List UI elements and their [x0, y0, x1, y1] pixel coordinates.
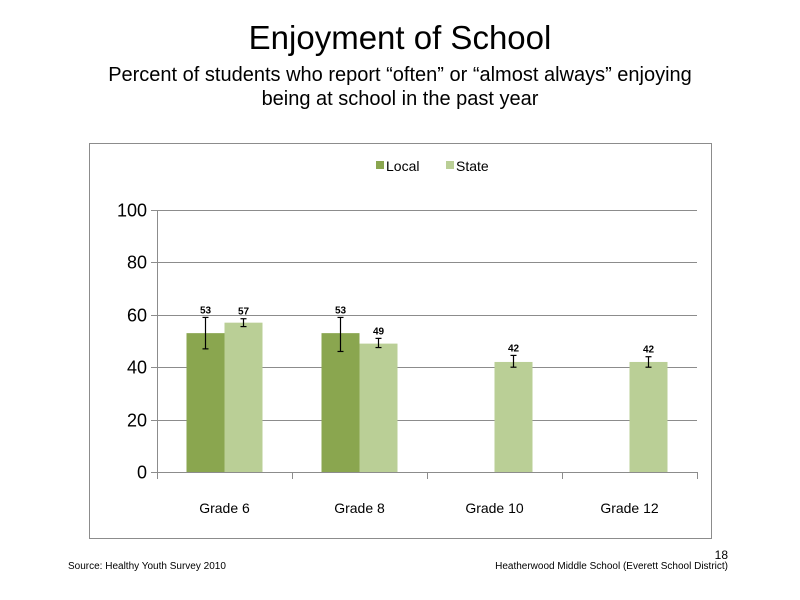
legend-swatch-state — [446, 161, 454, 169]
bar-local — [186, 333, 225, 472]
y-tick-label: 80 — [127, 253, 147, 273]
bars: 53 57 53 49 42 42 — [186, 305, 668, 472]
data-label: 57 — [238, 307, 250, 318]
chart-frame — [89, 143, 712, 539]
page-number: 18 — [714, 548, 728, 562]
subtitle-line-2: being at school in the past year — [261, 88, 539, 110]
slide-title: Enjoyment of School — [248, 19, 552, 56]
y-tick-label: 0 — [137, 463, 147, 483]
y-tick-label: 100 — [117, 201, 147, 221]
x-category-label: Grade 6 — [199, 500, 250, 516]
data-label: 42 — [643, 345, 655, 356]
bar-state — [629, 361, 668, 472]
subtitle-line-1: Percent of students who report “often” o… — [108, 64, 692, 86]
x-category-label: Grade 8 — [334, 500, 385, 516]
axes: 0 20 40 60 80 100 Grade 6 Grade 8 Grade 10 Grade … — [117, 201, 698, 516]
slide-subtitle: Percent of students who report “often” o… — [60, 63, 740, 111]
x-category-label: Grade 12 — [600, 500, 659, 516]
bar-state — [224, 322, 263, 472]
bar-state — [494, 361, 533, 472]
source-note: Source: Healthy Youth Survey 2010 — [68, 561, 226, 572]
bar-local — [321, 333, 360, 472]
legend: Local State — [376, 158, 489, 174]
legend-label-local: Local — [386, 158, 419, 174]
data-label: 53 — [200, 305, 212, 316]
y-tick-label: 20 — [127, 411, 147, 431]
y-tick-label: 60 — [127, 306, 147, 326]
data-label: 42 — [508, 343, 520, 354]
x-category-label: Grade 10 — [465, 500, 524, 516]
bar-state — [359, 343, 398, 472]
data-label: 49 — [373, 326, 385, 337]
legend-swatch-local — [376, 161, 384, 169]
data-label: 53 — [335, 305, 347, 316]
legend-label-state: State — [456, 158, 489, 174]
school-name: Heatherwood Middle School (Everett Schoo… — [495, 561, 728, 572]
y-tick-label: 40 — [127, 358, 147, 378]
